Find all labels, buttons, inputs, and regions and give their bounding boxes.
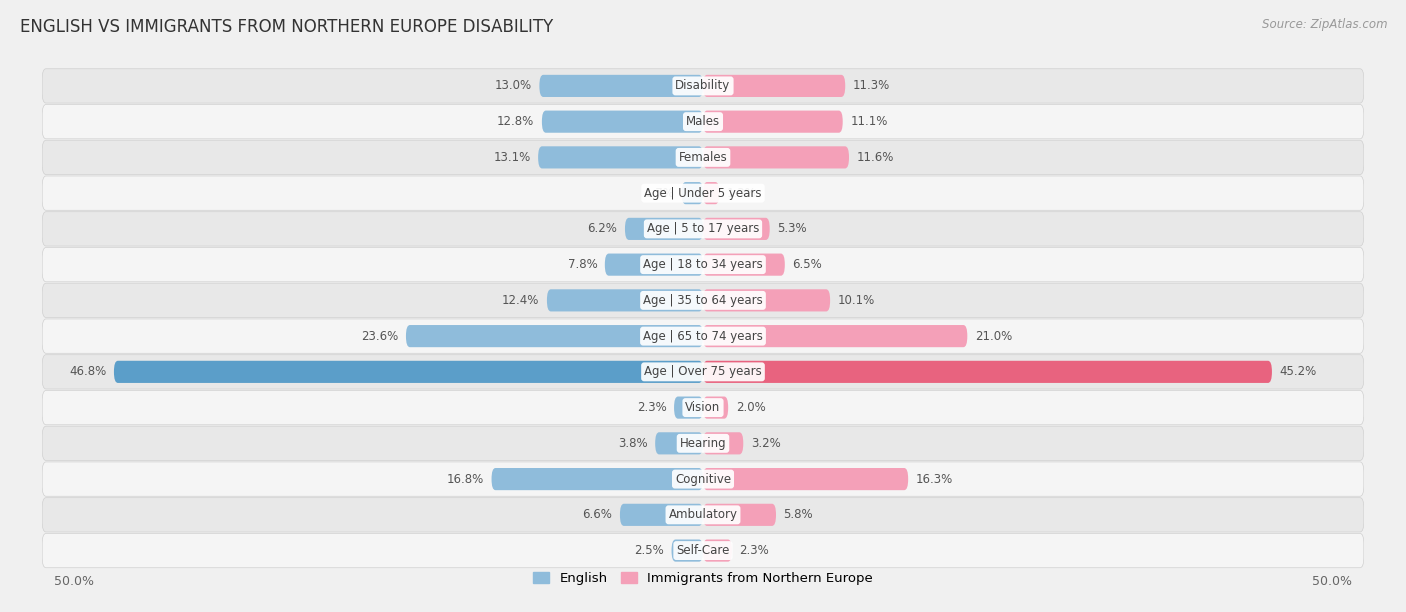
Text: Vision: Vision [685, 401, 721, 414]
FancyBboxPatch shape [492, 468, 703, 490]
Text: 13.1%: 13.1% [494, 151, 530, 164]
FancyBboxPatch shape [703, 146, 849, 168]
Text: Age | 65 to 74 years: Age | 65 to 74 years [643, 330, 763, 343]
Text: Cognitive: Cognitive [675, 472, 731, 485]
FancyBboxPatch shape [547, 289, 703, 312]
Text: 11.1%: 11.1% [851, 115, 887, 128]
FancyBboxPatch shape [42, 498, 1364, 532]
FancyBboxPatch shape [42, 176, 1364, 211]
FancyBboxPatch shape [703, 182, 720, 204]
FancyBboxPatch shape [42, 105, 1364, 139]
Text: 1.3%: 1.3% [727, 187, 756, 200]
Text: 3.8%: 3.8% [619, 437, 648, 450]
FancyBboxPatch shape [42, 212, 1364, 246]
Legend: English, Immigrants from Northern Europe: English, Immigrants from Northern Europe [527, 567, 879, 590]
Text: 6.2%: 6.2% [588, 222, 617, 236]
FancyBboxPatch shape [42, 140, 1364, 174]
Text: 2.3%: 2.3% [637, 401, 666, 414]
FancyBboxPatch shape [682, 182, 703, 204]
FancyBboxPatch shape [42, 426, 1364, 460]
Text: 6.5%: 6.5% [793, 258, 823, 271]
FancyBboxPatch shape [672, 540, 703, 562]
FancyBboxPatch shape [703, 468, 908, 490]
FancyBboxPatch shape [42, 355, 1364, 389]
FancyBboxPatch shape [42, 462, 1364, 496]
Text: 2.3%: 2.3% [740, 544, 769, 557]
FancyBboxPatch shape [703, 361, 1272, 383]
Text: Hearing: Hearing [679, 437, 727, 450]
FancyBboxPatch shape [703, 289, 830, 312]
Text: Ambulatory: Ambulatory [668, 509, 738, 521]
Text: 2.0%: 2.0% [735, 401, 765, 414]
FancyBboxPatch shape [406, 325, 703, 347]
FancyBboxPatch shape [620, 504, 703, 526]
Text: 11.3%: 11.3% [853, 80, 890, 92]
FancyBboxPatch shape [703, 432, 744, 455]
Text: 46.8%: 46.8% [69, 365, 107, 378]
FancyBboxPatch shape [624, 218, 703, 240]
FancyBboxPatch shape [703, 397, 728, 419]
Text: 6.6%: 6.6% [582, 509, 613, 521]
Text: Males: Males [686, 115, 720, 128]
Text: 23.6%: 23.6% [361, 330, 398, 343]
Text: 1.7%: 1.7% [644, 187, 673, 200]
Text: ENGLISH VS IMMIGRANTS FROM NORTHERN EUROPE DISABILITY: ENGLISH VS IMMIGRANTS FROM NORTHERN EURO… [20, 18, 553, 36]
FancyBboxPatch shape [42, 69, 1364, 103]
Text: 5.3%: 5.3% [778, 222, 807, 236]
FancyBboxPatch shape [703, 111, 842, 133]
FancyBboxPatch shape [703, 325, 967, 347]
Text: Self-Care: Self-Care [676, 544, 730, 557]
FancyBboxPatch shape [42, 247, 1364, 282]
FancyBboxPatch shape [605, 253, 703, 275]
Text: Disability: Disability [675, 80, 731, 92]
FancyBboxPatch shape [42, 390, 1364, 425]
Text: 12.4%: 12.4% [502, 294, 540, 307]
Text: 7.8%: 7.8% [568, 258, 598, 271]
FancyBboxPatch shape [703, 540, 733, 562]
Text: Age | Over 75 years: Age | Over 75 years [644, 365, 762, 378]
Text: Source: ZipAtlas.com: Source: ZipAtlas.com [1263, 18, 1388, 31]
Text: 5.8%: 5.8% [783, 509, 813, 521]
FancyBboxPatch shape [703, 75, 845, 97]
Text: 3.2%: 3.2% [751, 437, 780, 450]
FancyBboxPatch shape [540, 75, 703, 97]
FancyBboxPatch shape [42, 283, 1364, 318]
FancyBboxPatch shape [541, 111, 703, 133]
Text: 16.8%: 16.8% [447, 472, 484, 485]
FancyBboxPatch shape [673, 397, 703, 419]
FancyBboxPatch shape [703, 504, 776, 526]
Text: 2.5%: 2.5% [634, 544, 664, 557]
Text: 45.2%: 45.2% [1279, 365, 1317, 378]
FancyBboxPatch shape [538, 146, 703, 168]
Text: 12.8%: 12.8% [498, 115, 534, 128]
Text: 10.1%: 10.1% [838, 294, 875, 307]
FancyBboxPatch shape [42, 534, 1364, 568]
Text: Age | Under 5 years: Age | Under 5 years [644, 187, 762, 200]
FancyBboxPatch shape [703, 253, 785, 275]
Text: Females: Females [679, 151, 727, 164]
FancyBboxPatch shape [42, 319, 1364, 353]
Text: Age | 5 to 17 years: Age | 5 to 17 years [647, 222, 759, 236]
Text: Age | 35 to 64 years: Age | 35 to 64 years [643, 294, 763, 307]
FancyBboxPatch shape [655, 432, 703, 455]
FancyBboxPatch shape [703, 218, 769, 240]
Text: 16.3%: 16.3% [915, 472, 953, 485]
Text: Age | 18 to 34 years: Age | 18 to 34 years [643, 258, 763, 271]
Text: 11.6%: 11.6% [856, 151, 894, 164]
FancyBboxPatch shape [114, 361, 703, 383]
Text: 21.0%: 21.0% [974, 330, 1012, 343]
Text: 13.0%: 13.0% [495, 80, 531, 92]
